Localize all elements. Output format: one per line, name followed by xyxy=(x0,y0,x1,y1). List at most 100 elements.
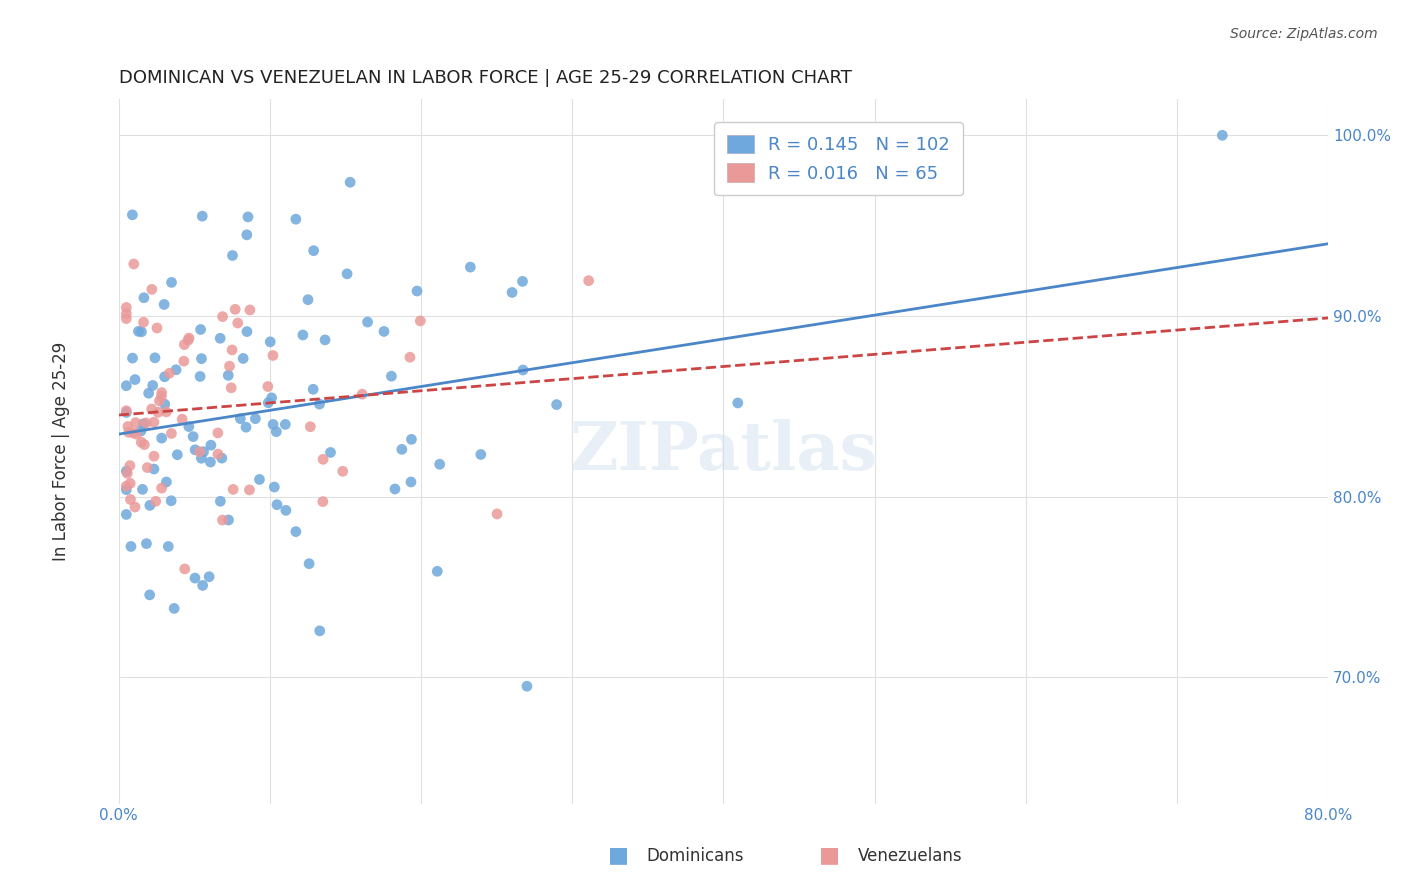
Venezuelans xyxy=(173,354,195,368)
Dominicans xyxy=(284,212,307,227)
Venezuelans xyxy=(226,316,249,330)
Dominicans xyxy=(217,368,239,383)
Venezuelans xyxy=(257,379,280,393)
Text: ■: ■ xyxy=(820,846,839,865)
Venezuelans xyxy=(207,425,229,440)
Dominicans xyxy=(257,396,280,410)
Dominicans xyxy=(260,391,283,405)
Dominicans xyxy=(124,373,146,387)
Dominicans xyxy=(245,411,267,425)
Venezuelans xyxy=(332,464,354,478)
Dominicans xyxy=(200,455,222,469)
Dominicans xyxy=(512,274,534,288)
Dominicans xyxy=(308,624,330,638)
Venezuelans xyxy=(312,494,335,508)
Venezuelans xyxy=(146,405,169,419)
Venezuelans xyxy=(145,494,167,508)
Dominicans xyxy=(177,419,200,434)
Venezuelans xyxy=(218,359,240,373)
Dominicans xyxy=(150,431,173,445)
Dominicans xyxy=(115,483,138,497)
Text: ZIPatlas: ZIPatlas xyxy=(569,419,877,483)
Venezuelans xyxy=(578,274,600,288)
Dominicans xyxy=(727,396,749,410)
Venezuelans xyxy=(115,403,138,417)
Dominicans xyxy=(132,291,155,305)
Dominicans xyxy=(198,570,221,584)
Dominicans xyxy=(193,444,215,458)
Venezuelans xyxy=(115,301,138,315)
Dominicans xyxy=(1211,128,1233,143)
Venezuelans xyxy=(150,385,173,400)
Venezuelans xyxy=(141,402,163,417)
Dominicans xyxy=(291,328,314,343)
Dominicans xyxy=(236,227,259,242)
Dominicans xyxy=(160,493,183,508)
Dominicans xyxy=(302,382,325,396)
Dominicans xyxy=(184,442,207,457)
Venezuelans xyxy=(262,349,284,363)
Dominicans xyxy=(284,524,307,539)
Dominicans xyxy=(115,405,138,419)
Venezuelans xyxy=(136,460,159,475)
Dominicans xyxy=(249,473,271,487)
Dominicans xyxy=(406,284,429,298)
Dominicans xyxy=(135,536,157,550)
Venezuelans xyxy=(142,415,165,429)
Venezuelans xyxy=(122,425,145,440)
Text: DOMINICAN VS VENEZUELAN IN LABOR FORCE | AGE 25-29 CORRELATION CHART: DOMINICAN VS VENEZUELAN IN LABOR FORCE |… xyxy=(118,69,852,87)
Venezuelans xyxy=(211,513,233,527)
Venezuelans xyxy=(124,500,146,514)
Venezuelans xyxy=(122,257,145,271)
Dominicans xyxy=(153,397,176,411)
Dominicans xyxy=(155,475,177,489)
Venezuelans xyxy=(160,426,183,441)
Dominicans xyxy=(211,451,233,466)
Venezuelans xyxy=(143,449,166,463)
Dominicans xyxy=(298,557,321,571)
Venezuelans xyxy=(173,562,195,576)
Dominicans xyxy=(266,498,288,512)
Dominicans xyxy=(501,285,523,300)
Dominicans xyxy=(401,433,423,447)
Dominicans xyxy=(115,508,138,522)
Dominicans xyxy=(191,209,214,223)
Dominicans xyxy=(209,331,232,345)
Dominicans xyxy=(131,483,153,497)
Venezuelans xyxy=(224,302,246,317)
Venezuelans xyxy=(299,419,322,434)
Text: ■: ■ xyxy=(609,846,628,865)
Venezuelans xyxy=(155,405,177,419)
Venezuelans xyxy=(222,483,245,497)
Dominicans xyxy=(139,499,162,513)
Dominicans xyxy=(218,513,240,527)
Dominicans xyxy=(235,420,257,434)
Dominicans xyxy=(336,267,359,281)
Dominicans xyxy=(263,480,285,494)
Venezuelans xyxy=(150,389,173,403)
Dominicans xyxy=(190,322,212,336)
Venezuelans xyxy=(134,437,156,451)
Dominicans xyxy=(380,369,402,384)
Venezuelans xyxy=(399,350,422,364)
Dominicans xyxy=(426,564,449,578)
Dominicans xyxy=(131,325,153,339)
Dominicans xyxy=(188,369,211,384)
Venezuelans xyxy=(221,343,243,357)
Dominicans xyxy=(166,448,188,462)
Dominicans xyxy=(274,503,297,517)
Dominicans xyxy=(157,540,180,554)
Dominicans xyxy=(153,297,176,311)
Venezuelans xyxy=(157,366,180,380)
Dominicans xyxy=(236,210,259,224)
Venezuelans xyxy=(177,333,200,347)
Dominicans xyxy=(460,260,482,274)
Dominicans xyxy=(356,315,378,329)
Dominicans xyxy=(274,417,297,432)
Venezuelans xyxy=(129,435,152,450)
Venezuelans xyxy=(409,314,432,328)
Dominicans xyxy=(138,588,160,602)
Dominicans xyxy=(184,571,207,585)
Dominicans xyxy=(115,464,138,478)
Dominicans xyxy=(153,369,176,384)
